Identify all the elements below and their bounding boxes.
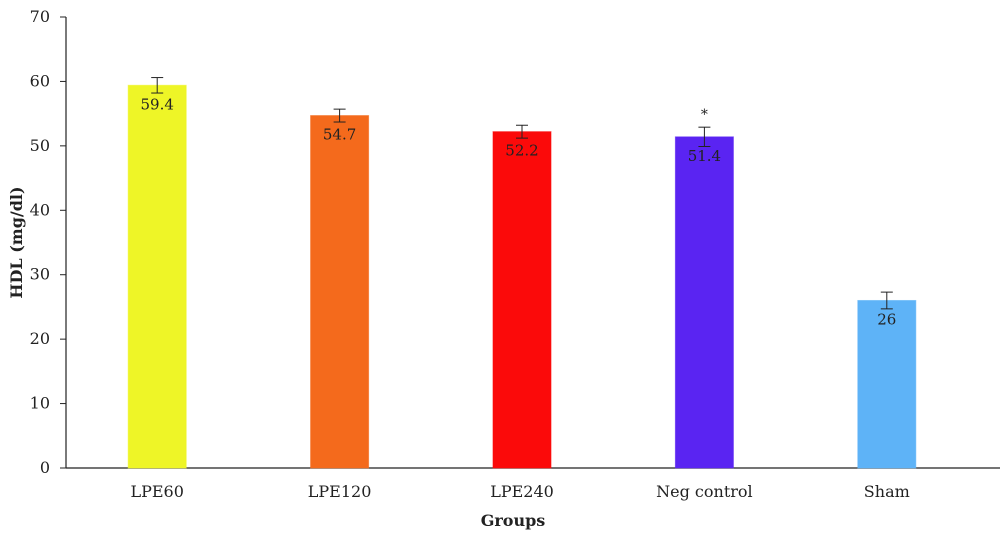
x-tick-label: LPE240 [490, 482, 554, 501]
data-label: 59.4 [140, 95, 173, 113]
bar [310, 115, 370, 469]
bar [492, 131, 552, 469]
y-tick-label: 30 [30, 265, 50, 284]
x-tick-label: LPE60 [130, 482, 183, 501]
y-axis-ticks: 0 10 20 30 40 50 60 70 [30, 7, 66, 477]
y-tick-label: 20 [30, 329, 50, 348]
bar [127, 84, 187, 469]
y-axis-title: HDL (mg/dl) [7, 186, 26, 298]
x-tick-label: LPE120 [308, 482, 372, 501]
y-tick-label: 0 [40, 458, 50, 477]
y-tick-label: 10 [30, 394, 50, 413]
data-label: 51.4 [688, 147, 721, 165]
significance-marker: * [701, 107, 708, 123]
x-tick-label: Neg control [656, 482, 753, 501]
y-tick-label: 60 [30, 71, 50, 90]
y-tick-label: 40 [30, 200, 50, 219]
y-tick-label: 70 [30, 7, 50, 26]
y-tick-label: 50 [30, 136, 50, 155]
data-label: 54.7 [323, 126, 356, 144]
bars-group: 59.4 LPE60 54.7 LPE120 52.2 LPE240 51.4 * Neg co… [127, 77, 917, 501]
x-axis-title: Groups [481, 511, 546, 530]
x-tick-label: Sham [864, 482, 910, 501]
bar [857, 299, 917, 469]
bar [674, 136, 734, 469]
data-label: 52.2 [505, 142, 538, 160]
data-label: 26 [877, 310, 896, 328]
